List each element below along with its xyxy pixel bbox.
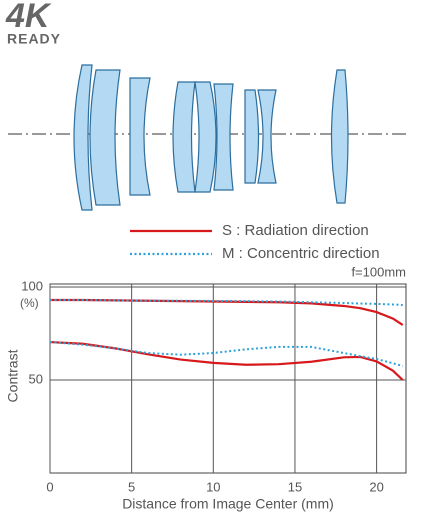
- lens-element: [73, 64, 93, 211]
- y-tick-label: 50: [29, 371, 43, 386]
- lens-element: [244, 89, 260, 184]
- logo-sub: READY: [7, 31, 61, 47]
- x-axis-label: Distance from Image Center (mm): [122, 496, 334, 512]
- data-line: [49, 341, 404, 368]
- lens-element: [129, 77, 151, 196]
- lens-element: [172, 81, 196, 193]
- annotation: f=100mm: [351, 264, 406, 279]
- lens-element: [194, 81, 217, 193]
- x-tick-label: 0: [46, 479, 53, 494]
- lens-diagram: [8, 64, 408, 211]
- x-tick-label: 20: [369, 479, 383, 494]
- data-line: [49, 340, 404, 381]
- lens-element: [89, 69, 121, 206]
- logo-main: 4K: [5, 0, 52, 35]
- x-tick-label: 15: [288, 479, 302, 494]
- y-unit: (%): [20, 296, 39, 310]
- lens-element: [213, 83, 234, 191]
- data-line: [50, 299, 403, 307]
- y-tick-label: 100: [21, 278, 43, 293]
- x-tick-label: 5: [128, 479, 135, 494]
- lens-element: [257, 89, 277, 184]
- lens-element: [330, 69, 349, 204]
- plot-frame: [49, 283, 407, 474]
- data-line: [50, 298, 404, 326]
- x-tick-label: 10: [206, 479, 220, 494]
- legend-label: S : Radiation direction: [222, 222, 369, 239]
- legend-label: M : Concentric direction: [222, 245, 380, 262]
- y-axis-label: Contrast: [5, 349, 21, 402]
